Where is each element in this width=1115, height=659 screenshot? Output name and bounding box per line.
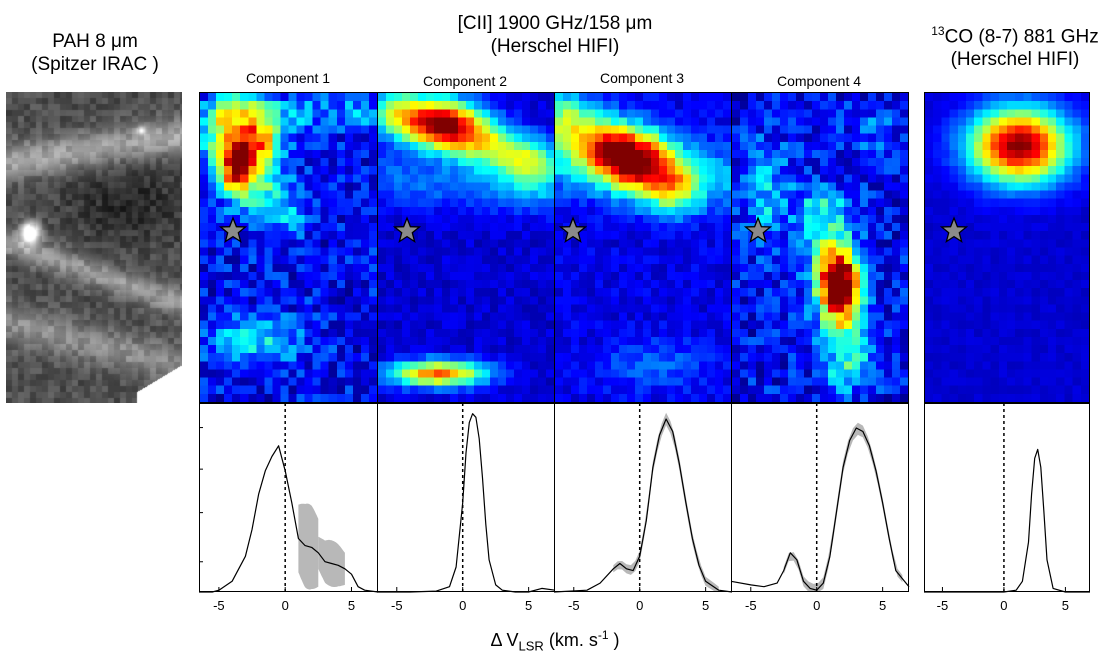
pah-title-line2: (Spitzer IRAC ) xyxy=(31,54,159,75)
profile-line-3 xyxy=(553,418,733,593)
x-axis-label-close: ) xyxy=(608,630,620,650)
x-tick-label-4-0: 0 xyxy=(813,598,820,613)
pah-title-line1: PAH 8 μm xyxy=(52,31,138,52)
cii-title-line2: (Herschel HIFI) xyxy=(490,36,620,57)
pah-title: PAH 8 μm (Spitzer IRAC ) xyxy=(0,30,190,76)
x-axis-label: Δ VLSR (km. s-1 ) xyxy=(380,628,730,654)
profile-line-2 xyxy=(377,413,556,593)
profile-line-1 xyxy=(199,445,379,593)
x-tick-label-3-5: 5 xyxy=(702,598,709,613)
co-title: 13CO (8-7) 881 GHz (Herschel HIFI) xyxy=(915,20,1115,71)
x-tick-label-4-5: 5 xyxy=(879,598,886,613)
star-marker-1 xyxy=(218,216,248,243)
star-marker-4 xyxy=(743,216,773,243)
cii-map-component-4 xyxy=(731,92,909,403)
co-title-isotope: 13 xyxy=(931,24,945,38)
spectrum-panel-5: -5 0 5 xyxy=(924,403,1090,613)
spectrum-panel-2: -5 0 5 xyxy=(377,403,556,613)
x-axis-label-sup: -1 xyxy=(597,628,609,642)
x-tick-label-1-5: 5 xyxy=(348,598,355,613)
x-tick-label-5-5: 5 xyxy=(1062,598,1069,613)
component-1-label: Component 1 xyxy=(245,70,331,86)
error-band-3-1 xyxy=(613,412,719,592)
spectrum-panel-3: -5 0 5 xyxy=(553,403,733,613)
x-tick-label-3--5: -5 xyxy=(568,598,580,613)
error-band-4-1 xyxy=(783,422,903,592)
profile-line-4 xyxy=(730,427,910,591)
component-3-label: Component 3 xyxy=(599,70,685,86)
x-tick-label-2-5: 5 xyxy=(525,598,532,613)
component-2-label: Component 2 xyxy=(422,73,508,89)
cii-title-line1: [CII] 1900 GHz/158 μm xyxy=(457,13,653,34)
component-4-label: Component 4 xyxy=(776,73,862,89)
co-map xyxy=(924,92,1090,403)
co-title-line2: (Herschel HIFI) xyxy=(950,49,1080,71)
x-axis-label-units: (km. s xyxy=(543,630,598,650)
profile-line-5 xyxy=(924,448,1090,593)
spectrum-panel-4: -5 0 5 xyxy=(730,403,910,613)
plot-frame-1 xyxy=(199,403,378,592)
x-tick-label-2--5: -5 xyxy=(391,598,403,613)
star-marker-3 xyxy=(558,216,588,243)
x-tick-label-5--5: -5 xyxy=(937,598,949,613)
plot-frame-4 xyxy=(731,403,909,592)
error-band-1-2 xyxy=(318,536,345,587)
star-marker-2 xyxy=(392,216,422,243)
x-tick-label-1-0: 0 xyxy=(282,598,289,613)
x-axis-label-sub: LSR xyxy=(518,638,544,654)
plot-frame-3 xyxy=(554,403,732,592)
cii-map-component-1 xyxy=(199,92,378,403)
x-tick-label-1--5: -5 xyxy=(213,598,225,613)
cii-title: [CII] 1900 GHz/158 μm (Herschel HIFI) xyxy=(380,12,730,58)
plot-frame-2 xyxy=(377,403,555,592)
spectrum-panel-1: -5 0 5 xyxy=(199,403,379,613)
x-tick-label-2-0: 0 xyxy=(459,598,466,613)
co-title-line1: CO (8-7) 881 GHz xyxy=(944,26,1099,48)
star-marker-5 xyxy=(939,216,969,243)
x-tick-label-3-0: 0 xyxy=(636,598,643,613)
x-tick-label-5-0: 0 xyxy=(1000,598,1007,613)
pah-image xyxy=(6,92,182,403)
plot-frame-5 xyxy=(924,403,1090,592)
x-axis-label-main: Δ V xyxy=(490,630,519,650)
x-tick-label-4--5: -5 xyxy=(745,598,757,613)
